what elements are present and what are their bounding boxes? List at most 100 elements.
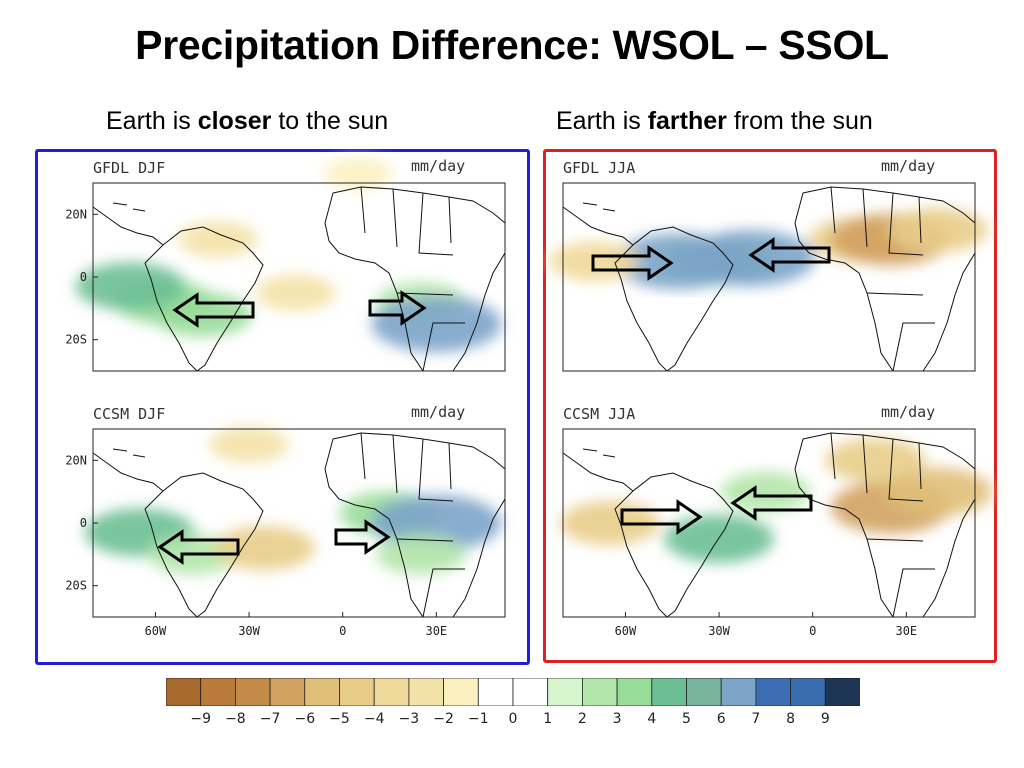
wsol-panel-group-box: [35, 149, 530, 665]
colorbar-tick-label: 8: [786, 711, 796, 727]
colorbar-tick-label: 9: [820, 711, 830, 727]
colorbar-tick-label: 0: [508, 711, 518, 727]
gfdl-jja-anomaly-6: [887, 208, 988, 252]
ccsm-jja-anomaly-3: [825, 438, 926, 483]
subtitle-closer-suffix: to the sun: [271, 107, 389, 135]
gfdl-jja-anomaly-2: [685, 230, 816, 287]
colorbar-swatch-0: [166, 678, 202, 706]
colorbar-tick-label: −1: [467, 711, 489, 727]
gfdl-jja-label: GFDL JJA: [563, 159, 636, 177]
slide-title: Precipitation Difference: WSOL – SSOL: [135, 22, 889, 68]
gfdl-jja-coastline-0: [614, 226, 734, 372]
colorbar-swatch-2: [235, 678, 271, 706]
colorbar-swatch-13: [616, 678, 653, 706]
gfdl-djf-units: mm/day: [411, 157, 466, 175]
subtitle-farther: Earth is farther from the sun: [556, 107, 873, 136]
colorbar-swatch-4: [304, 678, 340, 706]
ccsm-jja-anomaly-0: [559, 501, 660, 545]
colorbar-tick-label: −8: [225, 711, 246, 727]
gfdl-jja-coastline-1: [562, 202, 634, 246]
colorbar-tick-label: 2: [577, 711, 587, 727]
colorbar-swatch-10: [512, 678, 549, 706]
subtitle-closer: Earth is closer to the sun: [106, 107, 388, 136]
ccsm-djf-xtick-label-1: 30W: [238, 624, 260, 638]
gfdl-jja-coastline-3: [830, 186, 935, 372]
colorbar-tick-label: 5: [682, 711, 691, 727]
colorbar-tick-label: 6: [716, 711, 726, 727]
ccsm-jja-xtick-label-0: 60W: [615, 624, 637, 638]
colorbar-swatch-5: [339, 678, 375, 706]
ccsm-djf-coastline-1: [92, 448, 164, 492]
ccsm-djf-ytick-label-1: 0: [80, 516, 87, 530]
ccsm-djf-label: CCSM DJF: [93, 405, 166, 423]
colorbar-swatch-14: [651, 678, 687, 706]
colorbar-tick-label: −2: [433, 711, 454, 727]
ccsm-djf-coastlines: [92, 432, 506, 618]
ccsm-jja-coastlines: [562, 432, 976, 618]
colorbar-tick-label: −5: [329, 711, 350, 727]
ccsm-djf-xtick-label-0: 60W: [145, 624, 167, 638]
colorbar: [166, 678, 860, 706]
ccsm-jja-anomaly-5: [882, 467, 993, 516]
colorbar-swatch-9: [477, 678, 514, 706]
ccsm-djf-anomaly-6: [209, 426, 290, 463]
gfdl-jja-frame: [562, 182, 976, 372]
gfdl-djf-anomaly-6: [177, 221, 258, 258]
colorbar-swatch-19: [824, 678, 860, 706]
gfdl-djf-coastline-0: [144, 226, 264, 372]
ccsm-jja-label: CCSM JJA: [563, 405, 636, 423]
colorbar-swatch-3: [269, 678, 306, 706]
colorbar-tick-label: −4: [363, 711, 385, 727]
ccsm-djf-anomaly-2: [214, 526, 315, 571]
ccsm-jja-coastline-1: [562, 448, 634, 492]
ccsm-jja-coastline-0: [614, 472, 734, 618]
gfdl-djf-coastline-1: [92, 202, 164, 246]
gfdl-jja-anomaly-field: [549, 208, 988, 290]
colorbar-swatch-15: [686, 678, 722, 706]
ccsm-jja-xtick-label-1: 30W: [708, 624, 730, 638]
gfdl-djf-coastlines: [92, 186, 506, 372]
colorbar-tick-label: −6: [294, 711, 316, 727]
ccsm-jja-units: mm/day: [881, 403, 936, 421]
colorbar-tick-label: 3: [612, 711, 622, 727]
colorbar-swatch-8: [443, 678, 479, 706]
ccsm-djf-xtick-label-3: 30E: [425, 624, 447, 638]
subtitle-farther-suffix: from the sun: [726, 107, 873, 135]
ccsm-jja-map: 60W 30W 0 30E: [559, 428, 993, 638]
colorbar-tick-label: 4: [647, 711, 657, 727]
subtitle-closer-bold: closer: [197, 107, 272, 135]
gfdl-djf-ytick-label-2: 20S: [65, 333, 87, 347]
ccsm-jja-xtick-label-3: 30E: [895, 624, 917, 638]
colorbar-tick-label: 1: [543, 711, 553, 727]
ccsm-jja-anomaly-field: [559, 438, 993, 563]
colorbar-swatch-17: [755, 678, 792, 706]
ccsm-jja-frame: [562, 428, 976, 618]
ccsm-djf-xtick-label-2: 0: [339, 624, 346, 638]
gfdl-djf-ytick-label-0: 20N: [65, 207, 87, 221]
subtitle-closer-prefix: Earth is: [106, 107, 198, 135]
subtitle-farther-prefix: Earth is: [556, 107, 648, 135]
gfdl-djf-coastline-3: [360, 186, 465, 372]
ccsm-djf-ytick-label-2: 20S: [65, 579, 87, 593]
ccsm-djf-coastline-3: [360, 432, 465, 618]
ccsm-jja-xtick-label-2: 0: [809, 624, 816, 638]
gfdl-jja-map: [549, 182, 988, 372]
ccsm-jja-coastline-3: [830, 432, 935, 618]
colorbar-swatch-12: [581, 678, 618, 706]
gfdl-djf-map: 20N 0 20S: [65, 157, 506, 372]
colorbar-tick-label: −7: [259, 711, 281, 727]
ssol-panel-group-box: [543, 149, 997, 663]
colorbar-tick-label: 7: [751, 711, 761, 727]
ccsm-djf-map: 20N 0 20S 60W 30W 0 30E: [65, 426, 506, 638]
colorbar-tick-label: −3: [398, 711, 420, 727]
ccsm-djf-units: mm/day: [411, 403, 466, 421]
gfdl-djf-anomaly-2: [75, 262, 186, 311]
gfdl-djf-ytick-label-1: 0: [80, 270, 87, 284]
ccsm-djf-ytick-label-0: 20N: [65, 453, 87, 467]
colorbar-swatch-18: [790, 678, 826, 706]
colorbar-swatch-6: [373, 678, 410, 706]
colorbar-tick-label: −9: [190, 711, 212, 727]
gfdl-djf-anomaly-7: [323, 157, 394, 190]
colorbar-swatch-16: [720, 678, 757, 706]
colorbar-swatch-11: [547, 678, 583, 706]
